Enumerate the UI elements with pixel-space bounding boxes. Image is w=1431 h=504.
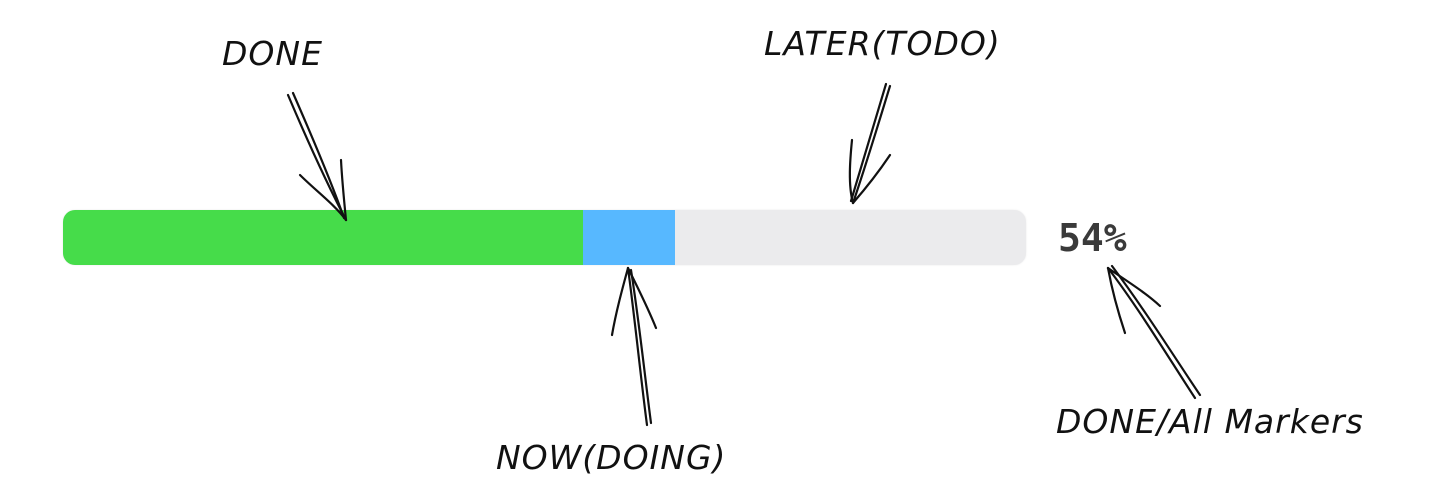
progress-segment-doing: [583, 210, 675, 265]
annotation-done-label: DONE: [222, 34, 323, 73]
arrow-percent-icon: [1106, 264, 1202, 400]
arrow-done-icon: [286, 91, 348, 222]
annotation-markers-label: DONE/All Markers: [1056, 402, 1364, 441]
progress-bar: [63, 210, 1026, 265]
arrow-now-icon: [610, 266, 658, 427]
annotation-later-label: LATER(TODO): [764, 24, 1001, 63]
annotation-now-label: NOW(DOING): [496, 438, 727, 477]
progress-segment-todo: [674, 210, 1026, 265]
progress-segment-done: [63, 210, 584, 265]
progress-percent: 54%: [1058, 216, 1127, 260]
arrow-later-icon: [848, 82, 892, 205]
